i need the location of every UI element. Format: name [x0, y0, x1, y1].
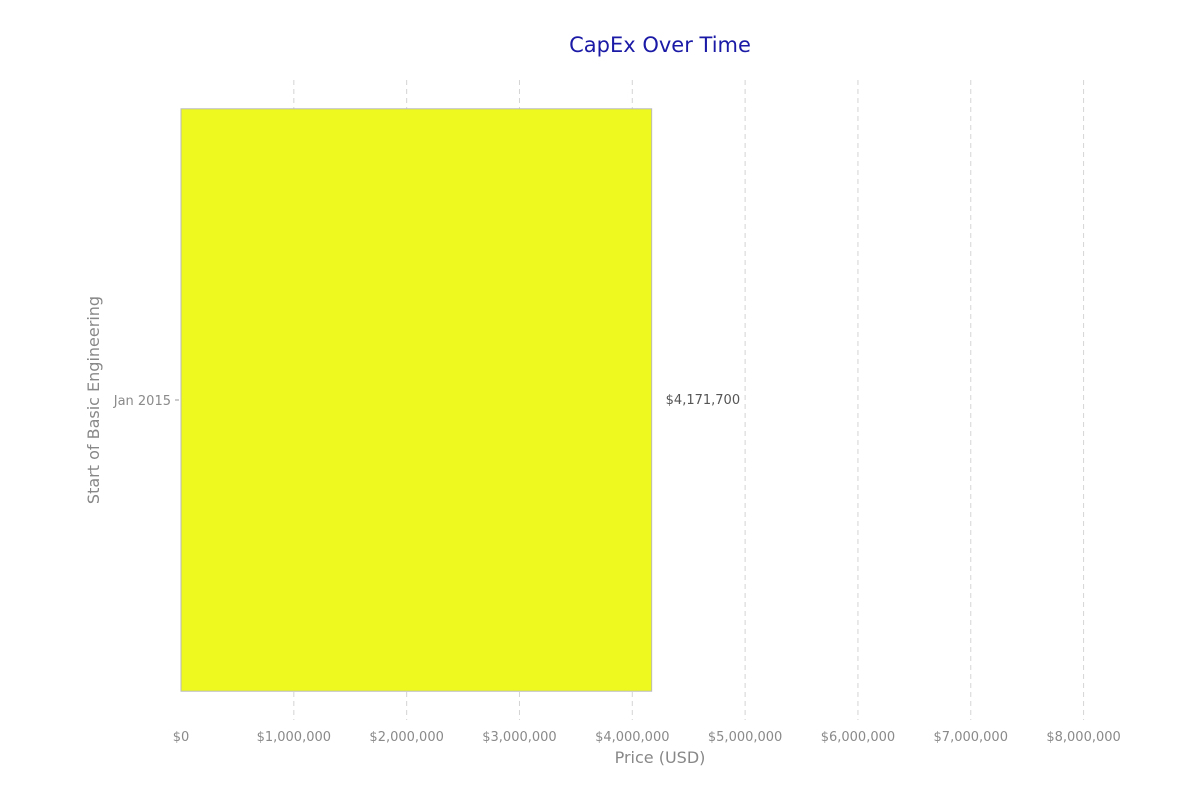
x-tick-label: $5,000,000	[708, 730, 782, 745]
bar-value-label: $4,171,700	[666, 393, 740, 408]
x-tick-label: $6,000,000	[821, 730, 895, 745]
bar	[180, 108, 653, 692]
x-tick-label: $4,000,000	[595, 730, 669, 745]
bar-layer	[180, 108, 653, 692]
x-tick-label: $8,000,000	[1046, 730, 1120, 745]
label-layer: $4,171,700	[666, 393, 740, 408]
x-tick-label: $3,000,000	[482, 730, 556, 745]
x-tick-label: $1,000,000	[257, 730, 331, 745]
chart-title: CapEx Over Time	[569, 33, 751, 57]
x-tick-label: $0	[173, 730, 190, 745]
x-tick-label: $7,000,000	[934, 730, 1008, 745]
y-tick-label: Jan 2015	[113, 394, 171, 409]
tick-layer: $0 $1,000,000 $2,000,000 $3,000,000 $4,000,0…	[113, 394, 1121, 745]
x-tick-label: $2,000,000	[369, 730, 443, 745]
y-axis-label: Start of Basic Engineering	[84, 296, 103, 504]
x-axis-label: Price (USD)	[615, 748, 706, 767]
